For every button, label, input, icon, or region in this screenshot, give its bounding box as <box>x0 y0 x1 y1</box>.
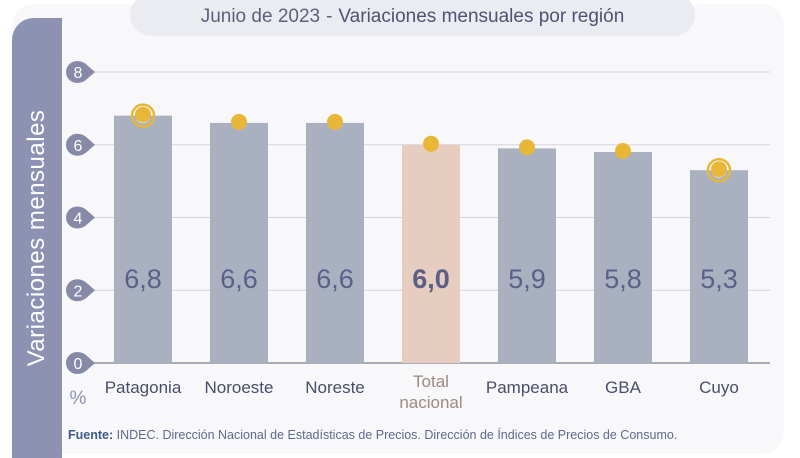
y-tick-label: 6 <box>74 138 83 155</box>
category-label: GBA <box>605 378 642 397</box>
bar <box>594 152 652 363</box>
y-tick-badge <box>66 61 95 83</box>
y-axis-band <box>12 18 62 458</box>
y-tick-label: 8 <box>74 65 83 82</box>
bar <box>306 122 364 363</box>
category-label: nacional <box>399 393 462 412</box>
bar <box>210 122 268 363</box>
data-label: 5,3 <box>700 264 738 294</box>
data-label: 6,6 <box>316 264 354 294</box>
data-label: 6,8 <box>124 264 162 294</box>
marker-dot <box>327 113 343 130</box>
bar <box>690 170 748 363</box>
y-unit-label: % <box>70 388 87 409</box>
marker-dot <box>711 161 727 178</box>
bar <box>402 144 460 363</box>
marker-ring <box>130 103 156 128</box>
source-label: Fuente: <box>68 428 114 442</box>
source-note: Fuente: INDEC. Dirección Nacional de Est… <box>68 428 677 442</box>
y-tick-label: 0 <box>74 356 83 373</box>
data-label: 5,9 <box>508 264 546 294</box>
y-tick-badge <box>66 206 95 229</box>
y-tick-label: 4 <box>74 211 83 228</box>
source-text: INDEC. Dirección Nacional de Estadística… <box>113 428 678 442</box>
marker-ring <box>706 157 732 183</box>
title-separator: - <box>326 6 333 27</box>
bar <box>114 115 172 364</box>
y-tick-badge <box>66 352 95 374</box>
title-date: Junio de 2023 <box>200 6 321 27</box>
bar <box>498 148 556 363</box>
category-label: Total <box>413 372 449 391</box>
category-label: Cuyo <box>699 378 739 397</box>
marker-dot <box>231 113 247 130</box>
y-tick-badge <box>66 279 95 302</box>
bar-chart: 6,8 Patagonia 6,6 Noroeste 6,6 Noreste 6,0 Tota… <box>66 61 770 412</box>
data-label: 6,0 <box>412 264 450 294</box>
y-tick-badge <box>66 133 95 156</box>
chart-title: Junio de 2023 - Variaciones mensuales po… <box>130 0 695 36</box>
data-label: 6,6 <box>220 264 258 294</box>
marker-dot <box>519 139 535 156</box>
y-tick-label: 2 <box>74 283 83 300</box>
category-label: Noreste <box>305 378 365 397</box>
data-label: 5,8 <box>604 264 642 294</box>
category-label: Pampeana <box>486 378 569 397</box>
category-label: Noroeste <box>205 378 274 397</box>
title-text: Variaciones mensuales por región <box>338 6 625 27</box>
category-label: Patagonia <box>105 378 182 397</box>
marker-dot <box>615 143 631 160</box>
marker-dot <box>135 106 151 123</box>
marker-dot <box>423 135 439 152</box>
